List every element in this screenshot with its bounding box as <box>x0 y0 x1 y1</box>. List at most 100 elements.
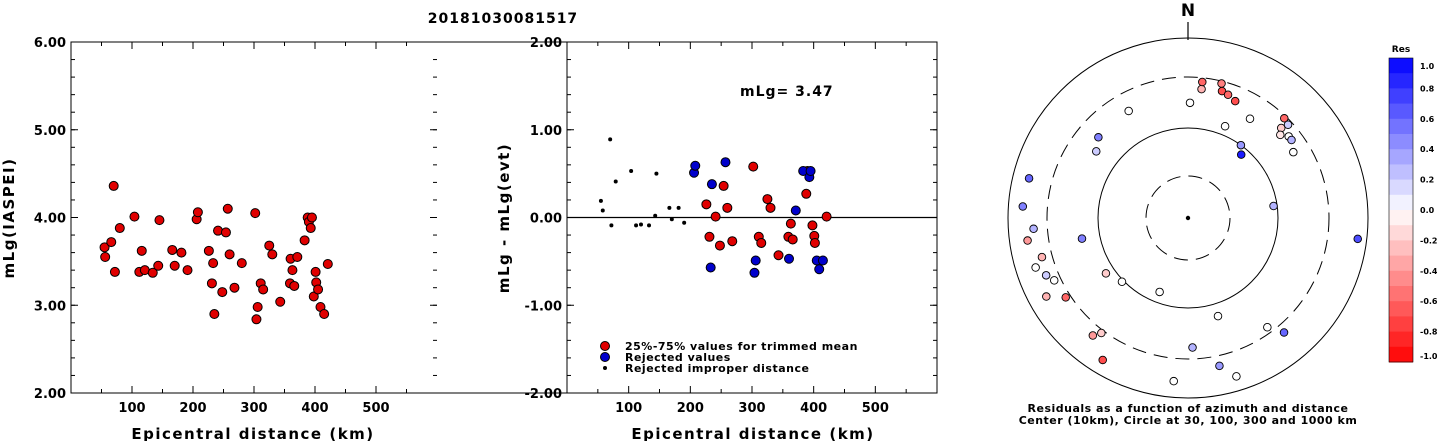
data-point <box>705 262 716 273</box>
data-point <box>220 227 231 238</box>
data-point <box>749 267 760 278</box>
data-point <box>275 296 286 307</box>
y-tick-label: -2.00 <box>525 387 562 402</box>
data-point <box>756 237 767 248</box>
ring-300km <box>1046 76 1330 360</box>
station-point <box>1283 120 1293 129</box>
tick-group: 100 200 300 400 500 -2.00 -1.00 0.00 1.00 2.00 <box>525 36 938 416</box>
data-point <box>305 223 316 234</box>
colorbar-tick-label: 0.0 <box>1420 206 1435 215</box>
data-point <box>292 251 303 262</box>
station-point <box>1049 276 1059 285</box>
data-point <box>252 302 263 313</box>
station-point <box>1353 234 1362 244</box>
station-point <box>1279 328 1289 337</box>
colorbar-label: Res <box>1392 45 1410 55</box>
colorbar-cell <box>1389 58 1413 74</box>
data-point-small <box>608 137 613 142</box>
x-tick-label: 500 <box>862 401 889 416</box>
station-point <box>1098 355 1107 365</box>
colorbar-cell <box>1389 149 1413 165</box>
data-point <box>167 244 178 255</box>
colorbar-cell <box>1389 103 1413 120</box>
data-point <box>690 160 701 171</box>
colorbar-cell <box>1389 331 1413 348</box>
colorbar-cell <box>1389 316 1413 333</box>
y-tick-label: 6.00 <box>34 36 66 51</box>
data-point <box>720 157 731 168</box>
colorbar-cell <box>1389 270 1413 287</box>
x-tick-label: 300 <box>240 401 267 416</box>
colorbar-tick-label: -0.8 <box>1420 328 1437 337</box>
data-point <box>100 251 111 262</box>
station-point <box>1188 343 1197 352</box>
colorbar-tick-label: 0.4 <box>1420 145 1435 154</box>
data-point-small <box>647 223 652 228</box>
x-tick-label: 500 <box>362 401 389 416</box>
data-point <box>701 199 712 210</box>
x-tick-label: 200 <box>179 401 206 416</box>
data-point <box>264 240 275 251</box>
station-point <box>1169 376 1178 386</box>
data-point <box>785 218 796 229</box>
data-point-small <box>667 205 672 210</box>
data-point <box>114 223 125 234</box>
colorbar-cell <box>1389 118 1413 135</box>
station-point <box>1223 90 1233 99</box>
data-point-small <box>613 179 618 184</box>
data-point <box>289 280 300 291</box>
station-points <box>1018 77 1362 386</box>
station-point <box>1077 234 1087 243</box>
station-point <box>1263 322 1272 332</box>
y-axis-label: mLg - mLg(evt) <box>495 143 513 293</box>
colorbar-tick-label: -0.4 <box>1420 267 1437 276</box>
x-tick-label: 100 <box>615 401 642 416</box>
x-tick-label: 400 <box>800 401 827 416</box>
station-point <box>1155 287 1164 297</box>
y-tick-label: 3.00 <box>34 299 66 314</box>
data-point <box>176 247 187 258</box>
data-point <box>809 237 820 248</box>
station-point <box>1094 133 1103 142</box>
x-axis-label: Epicentral distance (km) <box>631 425 874 441</box>
station-point <box>1029 224 1038 234</box>
colorbar-cell <box>1389 210 1413 226</box>
data-point <box>310 266 321 277</box>
data-point <box>136 245 147 256</box>
data-point <box>209 309 220 320</box>
data-point <box>765 202 776 213</box>
data-point-small <box>639 222 643 227</box>
ring-30km <box>1145 175 1231 261</box>
points-group <box>598 137 832 278</box>
colorbar-cell <box>1389 240 1413 257</box>
ring-100km <box>1097 127 1279 309</box>
station-point <box>1232 372 1241 381</box>
caption-line-2: Center (10km), Circle at 30, 100, 300 an… <box>1019 414 1358 427</box>
station-point <box>1124 106 1133 116</box>
colorbar-frame <box>1388 57 1414 363</box>
data-point <box>153 260 164 271</box>
data-point <box>817 255 828 266</box>
colorbar-cell <box>1389 301 1413 317</box>
data-point-small <box>629 168 634 173</box>
colorbar-tick-label: 0.8 <box>1420 84 1435 93</box>
data-point <box>706 179 717 190</box>
station-point <box>1097 328 1106 338</box>
station-point <box>1213 311 1223 321</box>
colorbar-cell <box>1389 194 1413 211</box>
data-point <box>722 202 733 213</box>
data-point <box>203 245 214 256</box>
y-tick-label: 2.00 <box>34 387 66 402</box>
station-point <box>1236 140 1246 150</box>
data-point <box>313 284 324 295</box>
station-point <box>1287 135 1296 145</box>
data-point <box>250 208 261 219</box>
colorbar: Res 1.0 0.8 0.6 0.4 0.2 0.0 -0.2 -0.4 -0.6 -0.8 -1… <box>1388 45 1437 363</box>
colorbar-cell <box>1389 134 1413 150</box>
center-point <box>1185 215 1191 221</box>
data-point-small <box>676 205 681 210</box>
data-point <box>773 250 784 261</box>
data-point <box>710 211 721 222</box>
data-point <box>750 255 761 266</box>
data-point <box>787 234 798 245</box>
